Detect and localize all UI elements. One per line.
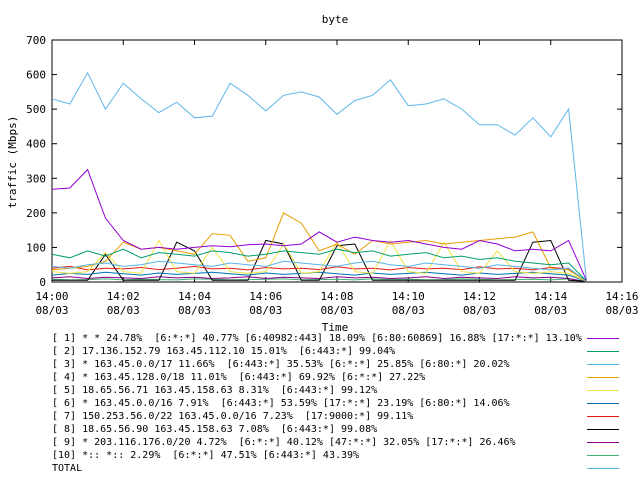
legend-item: [ 8] 18.65.56.90 163.45.158.63 7.08% [6:… bbox=[52, 423, 622, 436]
x-axis-ticks: 14:0008/0314:0208/0314:0408/0314:0608/03… bbox=[35, 40, 639, 317]
legend-item: [ 3] * 163.45.0.0/17 11.66% [6:443:*] 35… bbox=[52, 358, 622, 371]
legend-label: [ 2] 17.136.152.79 163.45.112.10 15.01% … bbox=[52, 346, 396, 357]
legend-label: [ 6] * 163.45.0.0/16 7.91% [6:443:*] 53.… bbox=[52, 398, 510, 409]
x-tick-time: 14:00 bbox=[35, 290, 68, 303]
series-line-7 bbox=[51, 265, 587, 282]
series-line-8 bbox=[52, 239, 587, 282]
legend-swatch bbox=[587, 377, 619, 378]
x-tick-date: 08/03 bbox=[463, 304, 496, 317]
x-tick-time: 14:10 bbox=[392, 290, 425, 303]
legend-item: [ 4] * 163.45.128.0/18 11.01% [6:443:*] … bbox=[52, 371, 622, 384]
legend-label: [ 3] * 163.45.0.0/17 11.66% [6:443:*] 35… bbox=[52, 359, 510, 370]
x-tick-date: 08/03 bbox=[35, 304, 68, 317]
legend-item: [ 5] 18.65.56.71 163.45.158.63 8.31% [6:… bbox=[52, 384, 622, 397]
legend-swatch bbox=[587, 338, 619, 339]
legend-item: TOTAL bbox=[52, 462, 622, 475]
legend-item: [ 2] 17.136.152.79 163.45.112.10 15.01% … bbox=[52, 345, 622, 358]
legend-item: [ 9] * 203.116.176.0/20 4.72% [6:*:*] 40… bbox=[52, 436, 622, 449]
x-tick-time: 14:14 bbox=[534, 290, 567, 303]
series-lines bbox=[51, 71, 587, 283]
y-tick-label: 300 bbox=[26, 172, 46, 185]
legend-item: [ 6] * 163.45.0.0/16 7.91% [6:443:*] 53.… bbox=[52, 397, 622, 410]
legend-swatch bbox=[587, 455, 619, 456]
x-tick-date: 08/03 bbox=[534, 304, 567, 317]
x-tick-date: 08/03 bbox=[178, 304, 211, 317]
y-tick-label: 500 bbox=[26, 103, 46, 116]
legend-swatch bbox=[587, 468, 619, 469]
legend-swatch bbox=[587, 416, 619, 417]
legend-swatch bbox=[587, 351, 619, 352]
x-tick-time: 14:06 bbox=[249, 290, 282, 303]
series-line-9 bbox=[51, 276, 587, 283]
x-tick-time: 14:04 bbox=[178, 290, 211, 303]
x-tick-date: 08/03 bbox=[605, 304, 638, 317]
x-tick-date: 08/03 bbox=[320, 304, 353, 317]
x-tick-date: 08/03 bbox=[392, 304, 425, 317]
legend-swatch bbox=[587, 390, 619, 391]
legend-item: [ 7] 150.253.56.0/22 163.45.0.0/16 7.23%… bbox=[52, 410, 622, 423]
chart-title: byte bbox=[322, 13, 349, 26]
legend-item: [10] *:: *:: 2.29% [6:*:*] 47.51% [6:443… bbox=[52, 449, 622, 462]
x-axis-label: Time bbox=[322, 321, 349, 334]
y-tick-label: 700 bbox=[26, 34, 46, 47]
legend-swatch bbox=[587, 442, 619, 443]
legend-label: TOTAL bbox=[52, 463, 83, 474]
legend-swatch bbox=[587, 429, 619, 430]
legend: [ 1] * * 24.78% [6:*:*] 40.77% [6:40982:… bbox=[0, 332, 640, 478]
series-line-5 bbox=[51, 239, 587, 282]
y-axis-label: traffic (Mbps) bbox=[6, 116, 19, 209]
legend-label: [ 1] * * 24.78% [6:*:*] 40.77% [6:40982:… bbox=[52, 333, 582, 344]
y-tick-label: 0 bbox=[39, 276, 46, 289]
x-tick-time: 14:16 bbox=[605, 290, 638, 303]
x-tick-time: 14:12 bbox=[463, 290, 496, 303]
series-line-11 bbox=[51, 71, 587, 281]
x-tick-date: 08/03 bbox=[249, 304, 282, 317]
legend-label: [ 4] * 163.45.128.0/18 11.01% [6:443:*] … bbox=[52, 372, 426, 383]
series-line-3 bbox=[51, 260, 587, 282]
legend-label: [ 5] 18.65.56.71 163.45.158.63 8.31% [6:… bbox=[52, 385, 378, 396]
x-tick-date: 08/03 bbox=[107, 304, 140, 317]
series-line-6 bbox=[51, 271, 587, 282]
x-tick-time: 14:02 bbox=[107, 290, 140, 303]
y-axis-ticks: 0 100 200 300 400 500 600 700 bbox=[26, 34, 622, 289]
y-tick-label: 600 bbox=[26, 69, 46, 82]
legend-swatch bbox=[587, 403, 619, 404]
x-tick-time: 14:08 bbox=[320, 290, 353, 303]
legend-swatch bbox=[587, 364, 619, 365]
legend-item: [ 1] * * 24.78% [6:*:*] 40.77% [6:40982:… bbox=[52, 332, 622, 345]
y-tick-label: 200 bbox=[26, 207, 46, 220]
legend-label: [ 9] * 203.116.176.0/20 4.72% [6:*:*] 40… bbox=[52, 437, 516, 448]
legend-label: [10] *:: *:: 2.29% [6:*:*] 47.51% [6:443… bbox=[52, 450, 360, 461]
y-tick-label: 400 bbox=[26, 138, 46, 151]
y-tick-label: 100 bbox=[26, 241, 46, 254]
legend-label: [ 7] 150.253.56.0/22 163.45.0.0/16 7.23%… bbox=[52, 411, 414, 422]
series-line-1 bbox=[51, 168, 587, 281]
series-line-2 bbox=[51, 248, 587, 282]
legend-label: [ 8] 18.65.56.90 163.45.158.63 7.08% [6:… bbox=[52, 424, 378, 435]
